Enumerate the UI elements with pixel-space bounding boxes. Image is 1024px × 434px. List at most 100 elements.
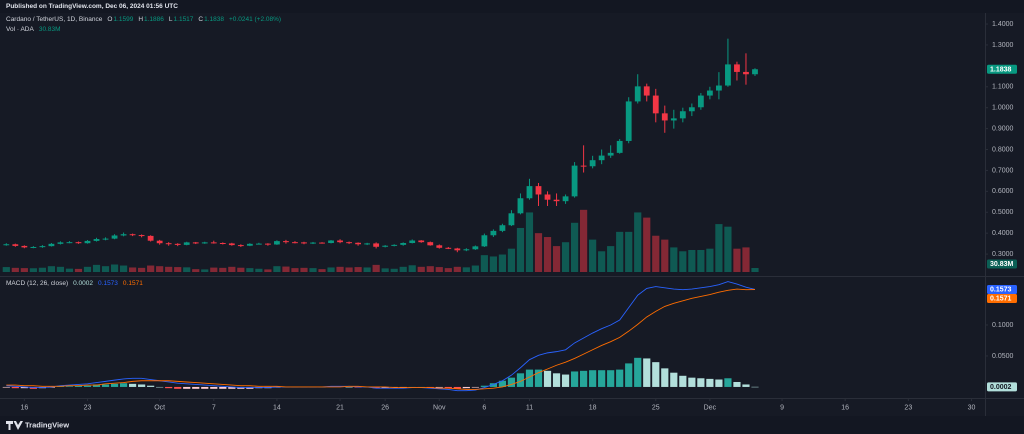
main-legend: Cardano / TetherUS, 1D, Binance O 1.1599 … — [6, 16, 281, 23]
candle-body — [725, 64, 731, 86]
legend-key: C — [198, 16, 204, 23]
candle-body — [643, 86, 650, 96]
x-tick-label: 18 — [589, 404, 597, 411]
candle-body — [463, 249, 470, 251]
volume-bar — [92, 264, 101, 272]
candle-body — [562, 196, 569, 202]
macd-histogram-bar — [65, 386, 74, 387]
macd-histogram-bar — [11, 386, 19, 389]
macd-histogram-bar — [110, 383, 119, 387]
volume-bar — [625, 231, 633, 272]
candle-body — [472, 246, 479, 250]
volume-bar — [444, 268, 452, 272]
volume-bar — [138, 267, 146, 272]
candle-body — [571, 165, 578, 197]
volume-bar — [363, 267, 371, 272]
candle-body — [337, 240, 343, 243]
candle-body — [652, 95, 659, 114]
macd-histogram-bar — [381, 386, 389, 389]
candle-body — [418, 240, 425, 243]
x-tick-label: 21 — [336, 404, 344, 411]
legend-low: L 1.1517 — [169, 16, 194, 23]
candle-body — [274, 241, 280, 245]
candle-body — [301, 242, 307, 244]
volume-bar — [192, 269, 200, 272]
last-price-tag — [987, 64, 1017, 74]
macd-histogram-bar — [733, 381, 741, 387]
last-price-tag-label: 1.1838 — [990, 66, 1012, 73]
volume-bar — [453, 266, 461, 272]
candle-body — [373, 243, 380, 247]
macd-histogram-bar — [92, 384, 101, 387]
volume-title: Vol · ADA — [6, 26, 34, 33]
candle-body — [427, 242, 434, 246]
volume-bar — [616, 231, 624, 272]
volume-bar — [543, 237, 552, 272]
macd-histogram-bar — [643, 358, 651, 387]
macd-histogram-tag — [987, 382, 1017, 392]
candle-body — [292, 242, 298, 244]
legend-high: H 1.1886 — [138, 16, 164, 23]
y-tick-label: 1.3000 — [992, 42, 1014, 49]
candle-body — [490, 230, 497, 236]
volume-bar — [237, 267, 245, 272]
macd-histogram-bar — [201, 386, 209, 389]
macd-histogram-bar — [570, 371, 579, 387]
candle-body — [607, 152, 614, 156]
candle-body — [12, 244, 19, 246]
y-tick-label: 0.7000 — [992, 167, 1014, 174]
legend-value: 1.1517 — [173, 16, 194, 23]
volume-bar — [56, 266, 65, 272]
macd-signal-tag-label: 0.1571 — [990, 296, 1012, 303]
volume-bar — [733, 248, 741, 272]
macd-signal-value: 0.1571 — [122, 280, 143, 287]
macd-histogram-bar — [156, 386, 164, 388]
volume-legend: Vol · ADA 30.83M — [6, 26, 61, 33]
y-tick-label: 0.9000 — [992, 125, 1014, 132]
candle-body — [616, 140, 623, 153]
candle-body — [706, 90, 713, 96]
publish-note: Published on TradingView.com, Dec 06, 20… — [6, 3, 178, 10]
y-tick-label: 1.1000 — [992, 84, 1014, 91]
legend-open: O 1.1599 — [107, 16, 133, 23]
volume-bar — [417, 266, 425, 272]
volume-bar — [2, 267, 10, 272]
macd-histogram-bar — [444, 386, 452, 389]
candle-body — [445, 247, 452, 249]
volume-bar — [525, 212, 534, 272]
candle-body — [553, 199, 560, 202]
volume-bar — [661, 239, 669, 272]
candle-body — [246, 243, 253, 246]
volume-bar — [715, 224, 723, 272]
volume-bar — [300, 267, 308, 272]
x-tick-label: 25 — [652, 404, 660, 411]
legend-change: +0.0241 (+2.08%) — [229, 16, 282, 23]
candle-body — [734, 64, 740, 72]
candle-body — [264, 243, 271, 245]
volume-bar — [264, 269, 272, 272]
macd-histogram-bar — [706, 378, 714, 387]
candle-body — [580, 165, 587, 167]
macd-histogram-bar — [165, 386, 173, 389]
volume-bar — [489, 256, 498, 272]
candle-body — [138, 235, 145, 237]
volume-bar — [228, 266, 236, 272]
y-tick-label: 0.4000 — [992, 230, 1014, 237]
volume-bar — [643, 217, 651, 272]
volume-bar — [652, 235, 660, 272]
volume-bar — [11, 267, 19, 272]
volume-bar — [372, 264, 380, 272]
candle-body — [364, 243, 371, 245]
x-tick-label: 16 — [20, 404, 28, 411]
volume-bar — [165, 266, 173, 272]
volume-bar — [697, 249, 705, 272]
volume-value: 30.83M — [38, 26, 61, 33]
volume-bar — [507, 248, 516, 272]
volume-bar — [210, 267, 218, 272]
volume-bar — [408, 265, 416, 272]
volume-tag-label: 30.83M — [990, 261, 1014, 268]
candle-body — [400, 243, 407, 245]
macd-histogram-bar — [128, 383, 137, 387]
candle-body — [192, 242, 199, 244]
volume-bar — [201, 269, 209, 272]
